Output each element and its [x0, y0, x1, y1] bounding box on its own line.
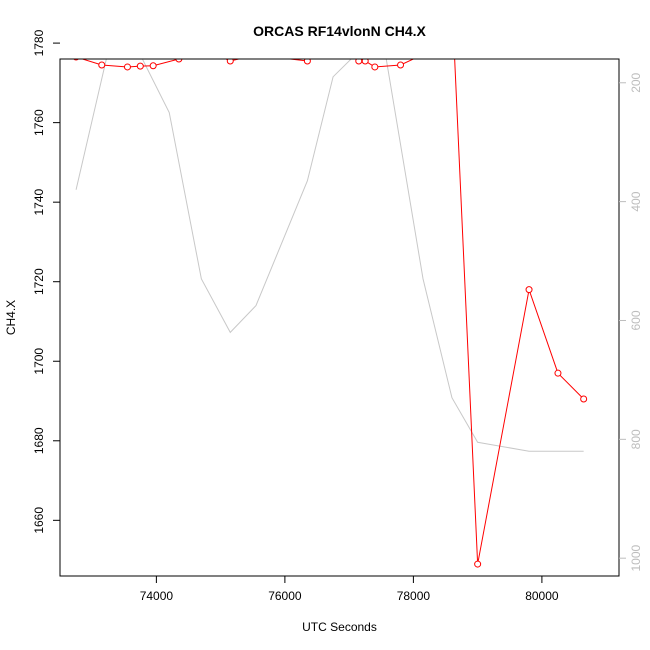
primary-series-point: [149, 62, 157, 70]
primary-series-layer: [73, 0, 588, 568]
secondary-series-layer: [75, 59, 584, 452]
y-tick-label: 1780: [32, 29, 46, 56]
y-tick-label: 1660: [32, 507, 46, 534]
x-axis-label: UTC Seconds: [302, 620, 377, 634]
primary-series-point: [253, 52, 259, 58]
y-tick-label: 1720: [32, 268, 46, 295]
primary-series-point: [202, 46, 208, 52]
y-tick-label: 1700: [32, 348, 46, 375]
x-tick-label: 80000: [525, 589, 559, 603]
primary-series-point: [554, 369, 562, 377]
y-tick-label: 1760: [32, 109, 46, 136]
primary-series-point: [123, 63, 131, 71]
primary-series-line: [80, 59, 585, 565]
primary-series-point: [98, 61, 106, 69]
primary-series-point: [449, 0, 455, 2]
primary-series-point: [580, 395, 588, 403]
y-tick-label: 1680: [32, 427, 46, 454]
chart-title: ORCAS RF14vlonN CH4.X: [253, 23, 426, 39]
primary-series-point: [136, 62, 144, 70]
primary-series-point: [423, 50, 429, 56]
primary-series-point: [330, 40, 336, 46]
plot-frame: [59, 58, 620, 577]
secondary-series-line: [75, 59, 584, 452]
x-tick-label: 74000: [140, 589, 174, 603]
primary-series-point: [397, 61, 405, 69]
y-axis: 1660 1680 1700 1720 1740 1760 1780: [32, 29, 60, 534]
y2-axis: 200 400 600 800 1000: [619, 72, 643, 572]
y-tick-label: 1740: [32, 188, 46, 215]
primary-series-point: [361, 59, 369, 65]
y2-tick-label: 200: [629, 72, 643, 92]
x-tick-label: 76000: [268, 589, 302, 603]
primary-series-point: [175, 59, 183, 63]
primary-series-point: [303, 59, 311, 65]
x-axis: 74000 76000 78000 80000: [140, 576, 559, 603]
x-tick-label: 78000: [397, 589, 431, 603]
primary-series-point: [226, 59, 234, 65]
y-axis-label: CH4.X: [4, 300, 18, 335]
y2-tick-label: 600: [629, 310, 643, 330]
primary-series-point: [525, 286, 533, 294]
primary-series-point: [474, 560, 482, 568]
primary-series-point: [371, 63, 379, 71]
y2-tick-label: 800: [629, 429, 643, 449]
y2-tick-label: 400: [629, 191, 643, 211]
y2-tick-label: 1000: [629, 545, 643, 572]
